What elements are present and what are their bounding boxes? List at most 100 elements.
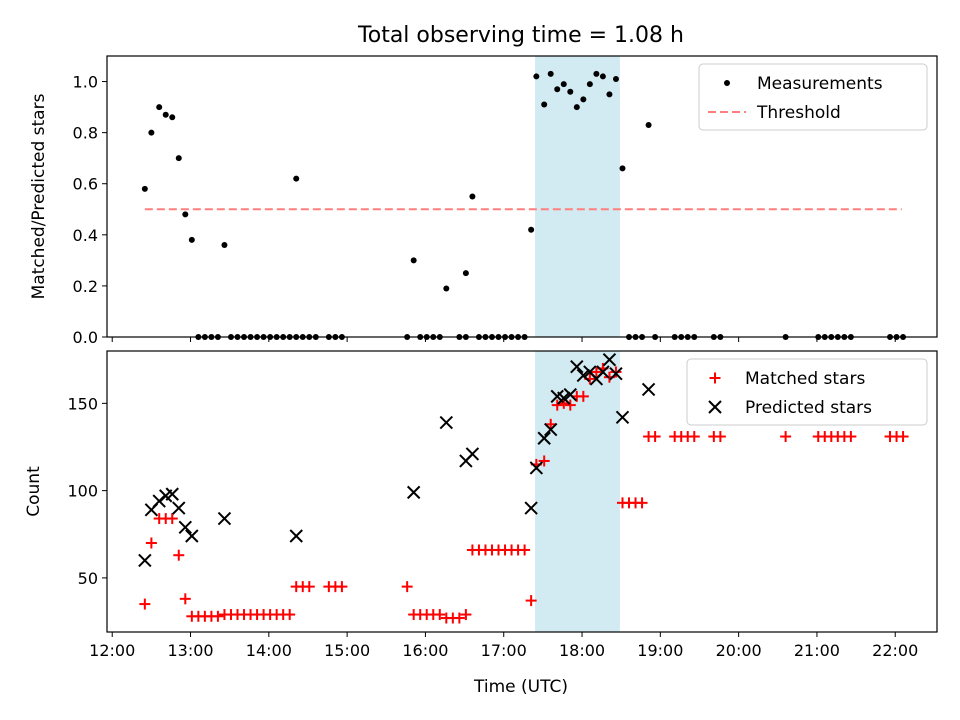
matched-stars-point <box>284 609 296 621</box>
ratio-y-tick-label: 0.0 <box>73 328 98 347</box>
predicted-stars-point <box>217 511 232 526</box>
measurements-point <box>221 242 228 249</box>
x-tick-label: 14:00 <box>246 641 292 660</box>
predicted-stars-point <box>576 368 591 383</box>
predicted-stars-point <box>557 391 571 405</box>
predicted-stars-point <box>185 529 199 543</box>
x-tick-label: 17:00 <box>481 641 527 660</box>
predicted-stars-point <box>615 410 630 425</box>
measurements-point <box>156 104 163 111</box>
predicted-stars-point <box>178 520 193 534</box>
ratio-y-tick-label: 0.2 <box>73 277 98 296</box>
measurements-point <box>469 193 476 200</box>
legend-item-threshold: Threshold <box>708 103 841 123</box>
measurements-point <box>141 185 148 192</box>
legend-label: Measurements <box>757 74 883 94</box>
predicted-stars-point <box>529 461 544 475</box>
matched-stars-point <box>545 418 557 430</box>
measurements-point <box>148 129 155 136</box>
matched-stars-point <box>434 609 446 621</box>
matched-stars-point <box>538 455 550 467</box>
legend-swatch <box>708 400 722 414</box>
x-tick-label: 19:00 <box>637 641 683 660</box>
predicted-stars-point <box>570 360 584 374</box>
legend-swatch <box>724 80 730 86</box>
measurements-point <box>533 73 540 80</box>
measurements-point <box>606 91 613 98</box>
x-tick-label: 13:00 <box>167 641 213 660</box>
measurements-point <box>293 175 300 182</box>
x-tick-label: 15:00 <box>324 641 370 660</box>
count-panel: 50 100 150 12:00 13:00 14:00 15:00 16:00 17:00 1… <box>24 350 938 697</box>
matched-stars-point <box>688 431 700 443</box>
matched-stars-point <box>519 544 531 556</box>
matched-stars-point <box>525 595 537 607</box>
measurements-point <box>619 165 626 172</box>
measurements-point <box>580 96 587 103</box>
count-y-tick-label: 50 <box>78 569 98 588</box>
measurements-point <box>560 81 567 88</box>
predicted-stars-point <box>524 501 538 515</box>
legend-label: Matched stars <box>745 369 865 389</box>
matched-stars-point <box>590 366 602 378</box>
predicted-stars-point <box>563 387 577 402</box>
matched-stars-point <box>551 399 563 411</box>
measurements-point <box>528 226 535 233</box>
matched-stars-point <box>636 497 648 509</box>
predicted-stars-point <box>138 553 152 568</box>
count-y-axis-label: Count <box>24 466 44 517</box>
predicted-stars-point <box>172 501 186 515</box>
measurements-point <box>567 88 574 95</box>
measurements-point <box>554 86 561 93</box>
ratio-y-axis-label: Matched/Predicted stars <box>29 93 49 299</box>
ratio-plot-frame <box>106 55 938 338</box>
x-tick-label: 20:00 <box>716 641 762 660</box>
measurements-point <box>182 211 189 218</box>
predicted-stars-point <box>609 366 623 381</box>
matched-stars-point <box>336 581 348 593</box>
matched-stars-point <box>145 537 157 549</box>
count-plot-frame <box>106 350 938 633</box>
matched-stars-point <box>649 431 661 443</box>
ratio-y-tick-label: 0.8 <box>73 124 98 143</box>
ratio-y-tick-label: 0.6 <box>73 175 98 194</box>
predicted-stars-point <box>465 447 480 461</box>
matched-stars-point <box>453 612 465 624</box>
measurements-point <box>547 70 554 77</box>
predicted-stars-point <box>544 422 558 437</box>
matched-stars-point <box>610 366 622 378</box>
measurements-point <box>586 81 593 88</box>
x-tick-label: 16:00 <box>402 641 448 660</box>
ratio-y-tick-label: 0.4 <box>73 226 98 245</box>
x-tick-label: 18:00 <box>559 641 605 660</box>
matched-stars-point <box>558 397 570 409</box>
legend-item-matched-stars: Matched stars <box>709 369 865 389</box>
count-legend: Matched stars Predicted stars <box>686 358 928 426</box>
measurements-point <box>169 114 176 121</box>
measurements-point <box>541 101 548 108</box>
predicted-stars-point <box>165 487 179 501</box>
matched-stars-point <box>401 581 413 593</box>
measurements-point <box>593 70 600 77</box>
measurements-point <box>188 236 195 243</box>
matched-stars-point <box>303 581 315 593</box>
measurements-point <box>162 111 169 118</box>
ratio-y-tick-label: 1.0 <box>73 73 98 92</box>
x-tick-label: 22:00 <box>872 641 918 660</box>
matched-stars-point <box>139 598 151 610</box>
measurements-point <box>612 75 619 82</box>
predicted-stars-point <box>596 365 610 379</box>
count-legend-box <box>686 358 928 426</box>
matched-stars-point <box>780 431 792 443</box>
predicted-stars-point <box>439 415 454 430</box>
count-y-tick-label: 100 <box>67 482 98 501</box>
x-tick-label: 21:00 <box>794 641 840 660</box>
matched-stars-point <box>212 610 224 622</box>
measurements-point <box>573 104 580 111</box>
measurements-point <box>410 257 417 264</box>
predicted-stars-point <box>641 382 656 397</box>
legend-item-measurements: Measurements <box>724 74 883 94</box>
measurements-point <box>175 155 182 162</box>
ratio-highlight-span <box>535 56 620 337</box>
